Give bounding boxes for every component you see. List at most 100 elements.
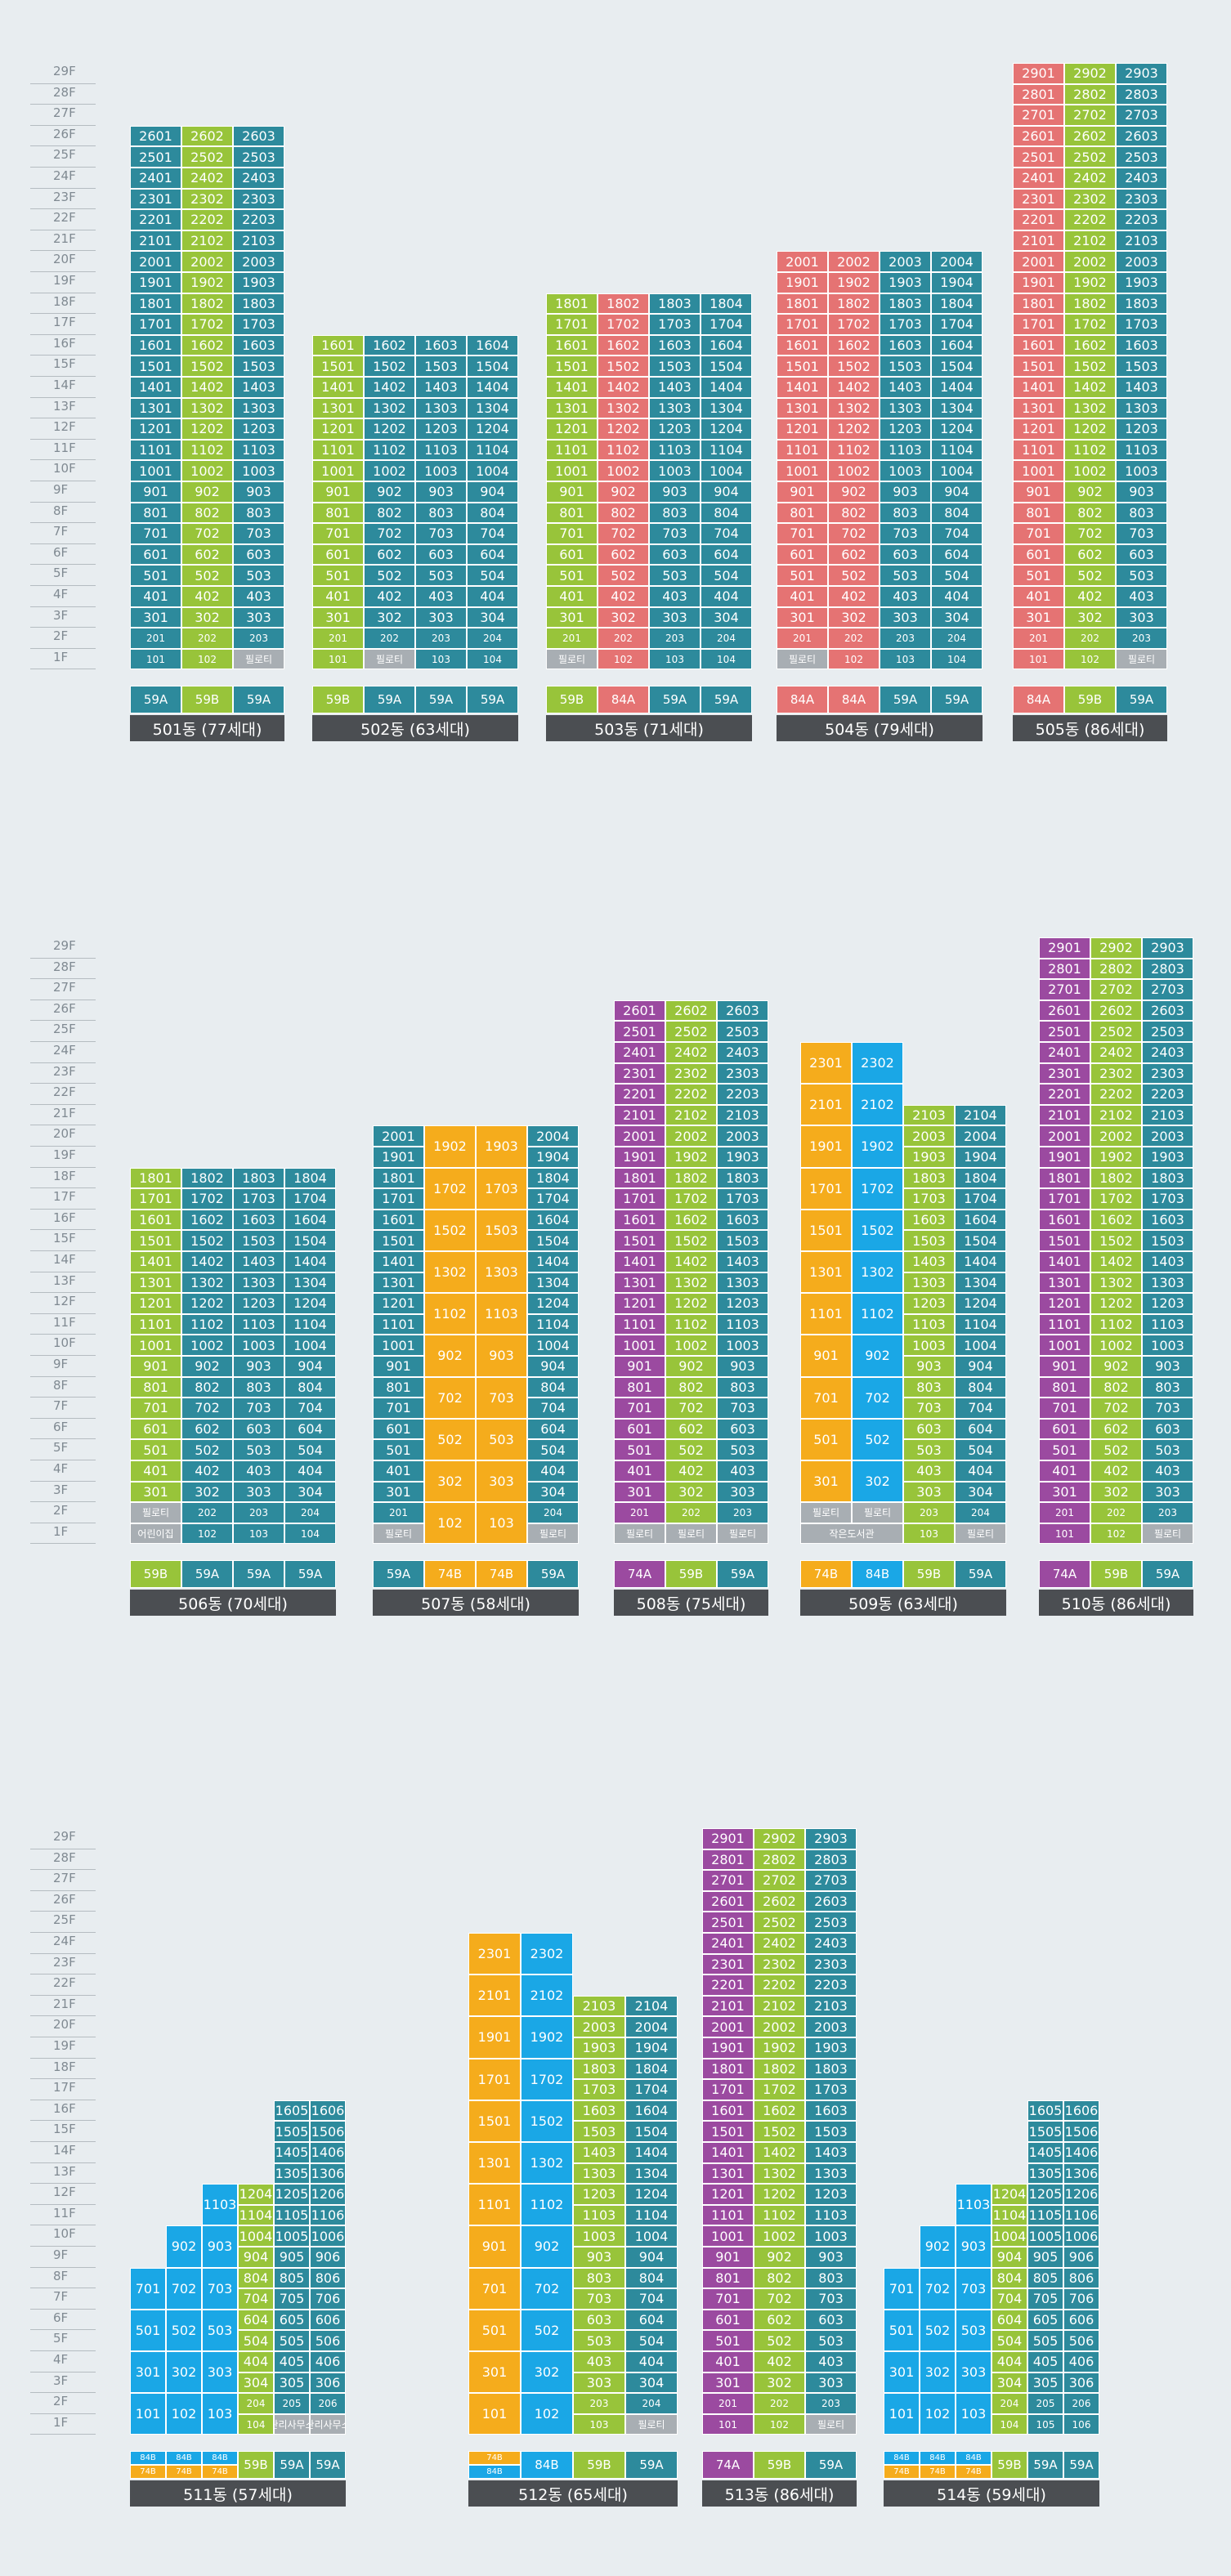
unit-cell: 302	[754, 2372, 805, 2394]
unit-cell: 2102	[1090, 1104, 1142, 1126]
unit-type-cell: 84B	[166, 2451, 202, 2466]
unit-cell: 1403	[880, 377, 931, 398]
unit-cell: 701	[884, 2267, 920, 2310]
unit-cell: 303	[717, 1481, 768, 1503]
unit-cell: 1901	[777, 272, 828, 293]
unit-type-cell: 59A	[717, 1560, 768, 1589]
unit-cell: 901	[777, 481, 828, 503]
unit-cell: 304	[238, 2372, 274, 2394]
unit-cell: 505	[274, 2330, 310, 2351]
unit-cell: 703	[415, 523, 467, 544]
floor-label: 18F	[30, 2059, 96, 2080]
unit-cell: 1206	[310, 2184, 346, 2205]
unit-cell: 102	[424, 1502, 476, 1545]
unit-cell: 2901	[1039, 937, 1090, 959]
unit-cell: 102	[181, 1523, 233, 1545]
unit-cell: 1402	[598, 377, 649, 398]
unit-cell: 1104	[527, 1313, 579, 1335]
unit-cell: 2402	[1090, 1042, 1142, 1063]
unit-cell: 403	[880, 586, 931, 607]
unit-cell: 303	[805, 2372, 857, 2394]
unit-cell: 1601	[702, 2100, 754, 2122]
unit-cell: 2901	[702, 1828, 754, 1849]
floor-label: 7F	[30, 523, 96, 544]
unit-cell: 1605	[1027, 2100, 1063, 2122]
unit-cell: 2302	[1064, 188, 1116, 210]
unit-cell: 302	[1064, 606, 1116, 628]
unit-cell: 901	[614, 1356, 665, 1377]
unit-type-cell: 84A	[598, 686, 649, 714]
building-name: 503동 (71세대)	[546, 715, 752, 742]
unit-cell: 801	[1013, 502, 1064, 524]
unit-cell: 2703	[1116, 105, 1167, 126]
unit-cell: 2603	[805, 1890, 857, 1912]
unit-cell: 904	[527, 1356, 579, 1377]
unit-cell: 1801	[130, 1167, 181, 1189]
unit-cell: 701	[130, 523, 181, 544]
unit-cell: 1302	[754, 2162, 805, 2185]
unit-cell: 802	[1090, 1376, 1142, 1398]
unit-cell: 2602	[1090, 1000, 1142, 1022]
unit-cell: 1602	[181, 334, 233, 356]
unit-cell: 1502	[181, 356, 233, 377]
unit-cell: 1602	[1064, 334, 1116, 356]
unit-cell: 1304	[467, 397, 518, 419]
unit-cell: 1802	[181, 1167, 233, 1189]
floor-label: 16F	[30, 335, 96, 356]
unit-cell: 1904	[931, 272, 983, 293]
unit-cell: 704	[992, 2288, 1027, 2310]
unit-cell: 2702	[1090, 979, 1142, 1000]
unit-cell: 1003	[415, 460, 467, 481]
unit-cell: 1503	[415, 356, 467, 377]
unit-cell: 1201	[546, 418, 598, 440]
unit-cell: 1106	[1063, 2204, 1099, 2226]
unit-cell: 1803	[649, 293, 701, 315]
unit-cell: 804	[467, 502, 518, 524]
unit-cell: 302	[166, 2351, 202, 2394]
unit-type-cell: 74B	[468, 2451, 521, 2466]
unit-cell: 502	[424, 1418, 476, 1460]
unit-cell: 1503	[1116, 356, 1167, 377]
unit-cell: 2202	[754, 1974, 805, 1996]
unit-cell: 901	[1013, 481, 1064, 503]
unit-cell: 2402	[665, 1042, 717, 1063]
unit-cell: 502	[665, 1439, 717, 1460]
unit-cell: 1601	[1013, 334, 1064, 356]
unit-cell: 1502	[424, 1209, 476, 1251]
unit-cell: 501	[130, 2309, 166, 2351]
unit-cell: 2802	[754, 1849, 805, 1871]
unit-cell: 필로티	[852, 1502, 903, 1523]
unit-cell: 2101	[130, 230, 181, 252]
unit-cell: 1403	[415, 377, 467, 398]
unit-cell: 2002	[828, 251, 880, 272]
unit-cell: 602	[665, 1418, 717, 1440]
unit-type-cell: 59B	[1064, 686, 1116, 714]
unit-cell: 2301	[1039, 1062, 1090, 1085]
unit-cell: 1001	[614, 1335, 665, 1356]
unit-cell: 902	[665, 1356, 717, 1377]
unit-cell: 1702	[181, 314, 233, 335]
unit-cell: 2203	[1116, 209, 1167, 230]
unit-cell: 2302	[181, 188, 233, 210]
unit-cell: 1101	[312, 439, 364, 461]
unit-cell: 502	[181, 565, 233, 586]
unit-cell: 1204	[625, 2184, 678, 2205]
floor-label: 12F	[30, 418, 96, 440]
unit-cell: 1102	[181, 439, 233, 461]
unit-cell: 1601	[130, 1209, 181, 1231]
unit-cell: 1602	[364, 334, 415, 356]
unit-cell: 603	[1116, 543, 1167, 566]
unit-cell: 903	[956, 2225, 992, 2268]
floor-label: 23F	[30, 1063, 96, 1085]
unit-cell: 1603	[880, 334, 931, 356]
unit-cell: 2902	[1090, 937, 1142, 959]
unit-cell: 801	[130, 1376, 181, 1398]
unit-cell: 2502	[665, 1021, 717, 1042]
unit-cell: 1101	[1013, 439, 1064, 461]
unit-cell: 1001	[702, 2225, 754, 2247]
floor-label: 29F	[30, 1828, 96, 1849]
unit-cell: 206	[310, 2393, 346, 2414]
unit-cell: 2503	[717, 1021, 768, 1042]
floor-label: 2F	[30, 2393, 96, 2414]
unit-cell: 403	[805, 2351, 857, 2373]
